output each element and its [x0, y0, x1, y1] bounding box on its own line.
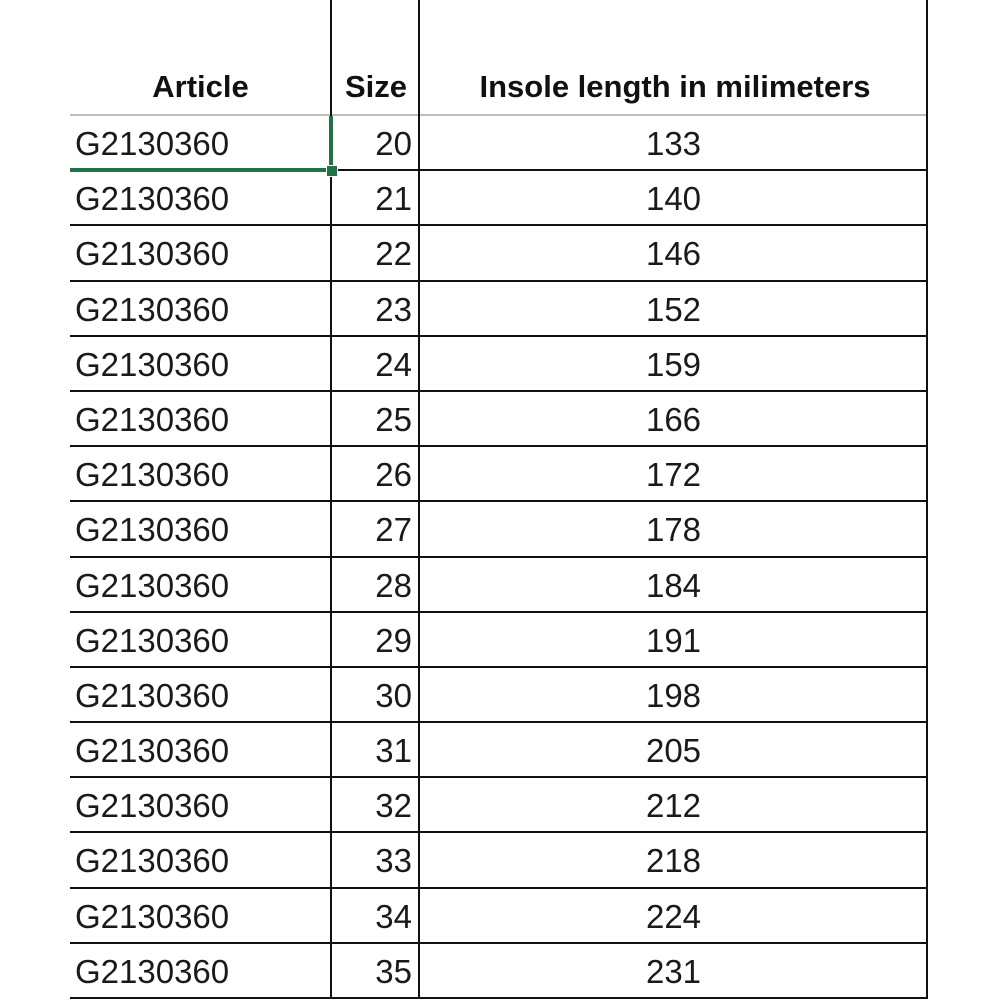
cell-size[interactable]: 34 [375, 897, 412, 935]
cell-article[interactable]: G2130360 [75, 621, 230, 659]
cell-size[interactable]: 29 [375, 621, 412, 659]
fill-handle[interactable] [326, 165, 338, 177]
cell-article[interactable]: G2130360 [75, 345, 230, 383]
cell-insole-length[interactable]: 191 [645, 621, 702, 659]
cell-article[interactable]: G2130360 [75, 290, 230, 328]
header-size[interactable]: Size [344, 69, 408, 104]
cell-article[interactable]: G2130360 [75, 842, 230, 880]
table-row: G2130360 30 198 [70, 668, 928, 724]
table-row: G2130360 35 231 [70, 944, 928, 999]
cell-article[interactable]: G2130360 [75, 566, 230, 604]
selection-border-bottom [70, 168, 330, 172]
cell-article[interactable]: G2130360 [75, 180, 230, 218]
table-row: G2130360 22 146 [70, 226, 928, 282]
selection-border-right [329, 116, 333, 170]
table-row: G2130360 26 172 [70, 447, 928, 503]
cell-insole-length[interactable]: 172 [645, 456, 702, 494]
cell-size[interactable]: 20 [375, 125, 412, 162]
cell-insole-length[interactable]: 224 [645, 897, 702, 935]
cell-insole-length[interactable]: 140 [645, 180, 702, 218]
cell-size[interactable]: 26 [375, 456, 412, 494]
cell-insole-length[interactable]: 205 [645, 732, 702, 770]
cell-article[interactable]: G2130360 [75, 456, 230, 494]
table-right-border [926, 0, 928, 997]
table-row: G2130360 20 133 [70, 116, 928, 172]
cell-insole-length[interactable]: 231 [645, 952, 702, 990]
header-divider [70, 114, 928, 116]
cell-insole-length[interactable]: 133 [645, 125, 702, 162]
table-row: G2130360 32 212 [70, 778, 928, 834]
table-body: G2130360 20 133 G2130360 21 140 G2130360 22 146 G… [70, 116, 928, 999]
cell-article[interactable]: G2130360 [75, 511, 230, 549]
cell-insole-length[interactable]: 212 [645, 787, 702, 825]
cell-insole-length[interactable]: 184 [645, 566, 702, 604]
cell-size[interactable]: 35 [375, 952, 412, 990]
cell-size[interactable]: 24 [375, 345, 412, 383]
cell-insole-length[interactable]: 159 [645, 345, 702, 383]
cell-insole-length[interactable]: 178 [645, 511, 702, 549]
cell-size[interactable]: 22 [375, 235, 412, 273]
cell-insole-length[interactable]: 166 [645, 400, 702, 438]
cell-article[interactable]: G2130360 [75, 787, 230, 825]
cell-size[interactable]: 25 [375, 400, 412, 438]
cell-article[interactable]: G2130360 [75, 125, 230, 162]
cell-article[interactable]: G2130360 [75, 676, 230, 714]
cell-insole-length[interactable]: 152 [645, 290, 702, 328]
cell-size[interactable]: 23 [375, 290, 412, 328]
table-row: G2130360 29 191 [70, 613, 928, 668]
table-row: G2130360 28 184 [70, 558, 928, 613]
cell-size[interactable]: 31 [375, 732, 412, 770]
cell-article[interactable]: G2130360 [75, 235, 230, 273]
table-row: G2130360 34 224 [70, 889, 928, 944]
table-row: G2130360 31 205 [70, 723, 928, 779]
table-row: G2130360 25 166 [70, 392, 928, 448]
table-row: G2130360 27 178 [70, 502, 928, 558]
cell-insole-length[interactable]: 218 [645, 842, 702, 880]
cell-size[interactable]: 28 [375, 566, 412, 604]
header-article[interactable]: Article [152, 69, 249, 104]
table-row: G2130360 21 140 [70, 171, 928, 227]
cell-size[interactable]: 21 [375, 180, 412, 218]
cell-size[interactable]: 27 [375, 511, 412, 549]
table-row: G2130360 24 159 [70, 337, 928, 392]
cell-article[interactable]: G2130360 [75, 732, 230, 770]
header-insole-length[interactable]: Insole length in milimeters [479, 69, 871, 104]
cell-size[interactable]: 33 [375, 842, 412, 880]
column-border-length [418, 0, 420, 997]
cell-size[interactable]: 32 [375, 787, 412, 825]
column-border-size [330, 0, 332, 997]
cell-insole-length[interactable]: 198 [645, 676, 702, 714]
table-row: G2130360 33 218 [70, 833, 928, 889]
table-row: G2130360 23 152 [70, 282, 928, 337]
cell-article[interactable]: G2130360 [75, 897, 230, 935]
cell-article[interactable]: G2130360 [75, 400, 230, 438]
cell-size[interactable]: 30 [375, 676, 412, 714]
cell-article[interactable]: G2130360 [75, 952, 230, 990]
cell-insole-length[interactable]: 146 [645, 235, 702, 273]
